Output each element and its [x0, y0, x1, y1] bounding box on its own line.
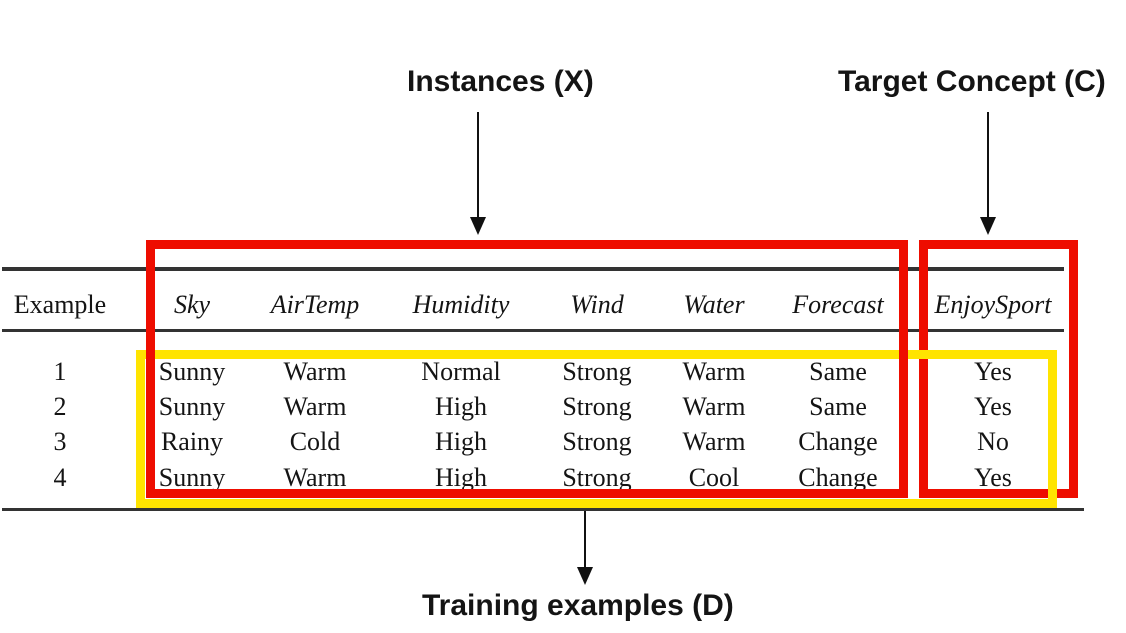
- target-concept-highlight-box: [919, 240, 1078, 498]
- training-examples-label: Training examples (D): [422, 589, 734, 622]
- cell-water: Warm: [682, 357, 746, 386]
- cell-airtemp: Warm: [283, 392, 347, 421]
- table-bottom-rule: [2, 508, 1084, 511]
- cell-enjoysport: No: [977, 427, 1009, 456]
- cell-sky: Rainy: [160, 427, 224, 456]
- cell-water: Warm: [682, 392, 746, 421]
- arrow-head: [980, 217, 996, 235]
- cell-wind: Strong: [562, 392, 632, 421]
- target-concept-arrow-down-icon: [980, 112, 996, 235]
- cell-sky: Sunny: [158, 392, 226, 421]
- cell-forecast: Same: [809, 357, 867, 386]
- column-header-example: Example: [13, 290, 107, 319]
- cell-wind: Strong: [562, 463, 632, 492]
- cell-forecast: Same: [809, 392, 867, 421]
- cell-humidity: High: [435, 392, 487, 421]
- cell-airtemp: Warm: [283, 357, 347, 386]
- column-header-airtemp: AirTemp: [270, 290, 360, 319]
- cell-water: Cool: [688, 463, 740, 492]
- arrow-shaft: [987, 112, 989, 217]
- cell-forecast: Change: [798, 427, 878, 456]
- cell-water: Warm: [682, 427, 746, 456]
- instances-arrow-down-icon: [470, 112, 486, 235]
- cell-humidity: High: [435, 427, 487, 456]
- column-header-sky: Sky: [173, 290, 211, 319]
- column-header-water: Water: [683, 290, 745, 319]
- cell-wind: Strong: [562, 357, 632, 386]
- target-concept-label: Target Concept (C): [838, 65, 1106, 98]
- cell-example: 4: [53, 463, 67, 492]
- cell-airtemp: Warm: [283, 463, 347, 492]
- cell-airtemp: Cold: [289, 427, 341, 456]
- arrow-shaft: [477, 112, 479, 217]
- instances-label: Instances (X): [407, 65, 594, 98]
- table-header-rule: [2, 329, 1064, 332]
- column-header-forecast: Forecast: [792, 290, 884, 319]
- table-top-rule: [2, 267, 1064, 271]
- cell-wind: Strong: [562, 427, 632, 456]
- column-header-enjoysport: EnjoySport: [934, 290, 1052, 319]
- cell-humidity: High: [435, 463, 487, 492]
- arrow-head: [577, 567, 593, 585]
- arrow-shaft: [584, 511, 586, 567]
- cell-humidity: Normal: [421, 357, 501, 386]
- cell-example: 2: [53, 392, 67, 421]
- instances-highlight-box: [146, 240, 908, 498]
- cell-example: 1: [53, 357, 67, 386]
- column-header-humidity: Humidity: [412, 290, 510, 319]
- cell-sky: Sunny: [158, 463, 226, 492]
- cell-example: 3: [53, 427, 67, 456]
- cell-enjoysport: Yes: [974, 357, 1012, 386]
- cell-enjoysport: Yes: [974, 463, 1012, 492]
- cell-forecast: Change: [798, 463, 878, 492]
- training-examples-highlight-box: [136, 350, 1057, 508]
- training-examples-arrow-down-icon: [577, 511, 593, 585]
- cell-enjoysport: Yes: [974, 392, 1012, 421]
- arrow-head: [470, 217, 486, 235]
- column-header-wind: Wind: [570, 290, 624, 319]
- cell-sky: Sunny: [158, 357, 226, 386]
